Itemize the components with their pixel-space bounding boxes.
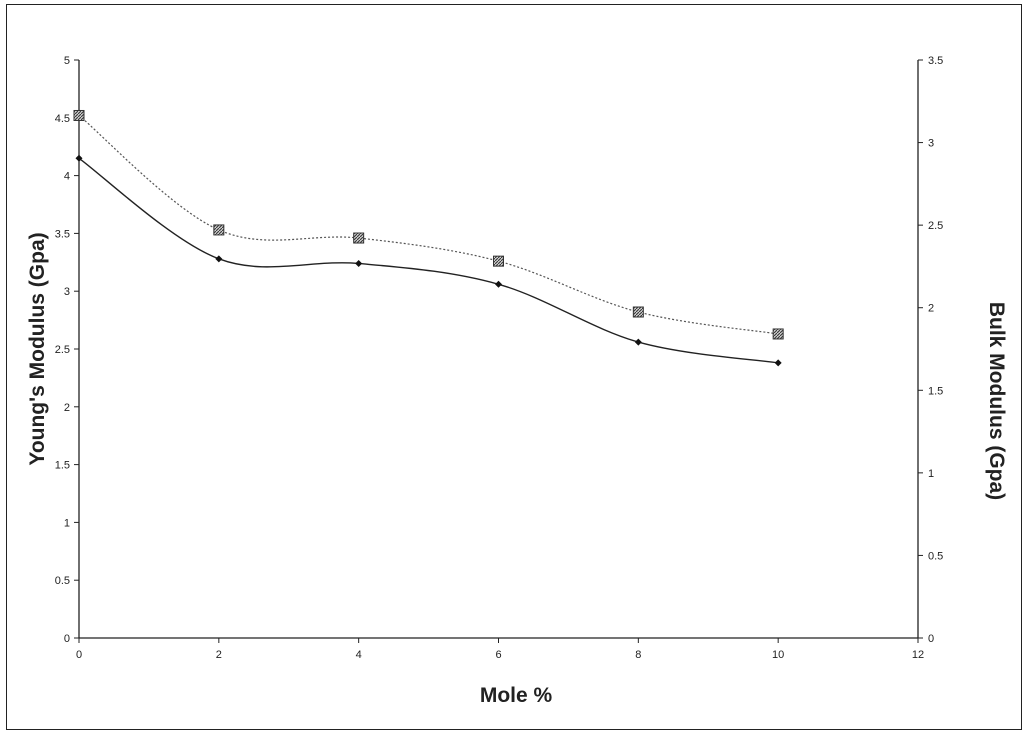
y-tick-label: 5 [64, 55, 70, 67]
y-tick-label: 4.5 [55, 113, 70, 125]
y-tick-label: 3.5 [55, 228, 70, 240]
data-point [493, 255, 504, 267]
y2-tick-label: 1.5 [928, 385, 943, 397]
y-tick-label: 1.5 [55, 460, 70, 472]
chart-frame [6, 4, 1022, 730]
series-1 [75, 154, 782, 367]
data-point [772, 328, 784, 340]
y2-tick-label: 2 [928, 303, 934, 315]
series-line [78, 115, 779, 335]
series-line [78, 157, 779, 364]
data-point [634, 338, 642, 346]
y-tick-label: 3 [64, 286, 70, 298]
y2-tick-label: 0 [928, 633, 934, 645]
data-point [632, 306, 644, 318]
x-tick-label: 10 [772, 649, 784, 661]
data-point [774, 359, 782, 367]
series-2 [73, 109, 784, 340]
data-point [75, 154, 83, 162]
y2-tick-label: 1 [928, 468, 934, 480]
data-point [215, 255, 223, 263]
x-tick-label: 6 [495, 649, 501, 661]
y-tick-label: 2.5 [55, 344, 70, 356]
y-tick-label: 4 [64, 171, 70, 183]
x-tick-label: 8 [635, 649, 641, 661]
y2-tick-label: 3 [928, 138, 934, 150]
x-tick-label: 12 [912, 649, 924, 661]
data-point [355, 259, 363, 267]
y2-tick-label: 2.5 [928, 220, 943, 232]
y-tick-label: 2 [64, 402, 70, 414]
data-point [495, 280, 502, 288]
y-axis-title: Young's Modulus (Gpa) [26, 232, 49, 465]
x-tick-label: 0 [76, 649, 82, 661]
y2-tick-label: 3.5 [928, 55, 943, 67]
x-axis-title: Mole % [480, 684, 553, 707]
y2-tick-label: 0.5 [928, 550, 943, 562]
data-point [353, 232, 365, 244]
data-point [213, 224, 225, 236]
y-tick-label: 1 [64, 517, 70, 529]
x-tick-label: 4 [356, 649, 362, 661]
y-tick-label: 0.5 [55, 575, 70, 587]
y-tick-label: 0 [64, 633, 70, 645]
x-tick-label: 2 [216, 649, 222, 661]
data-point [73, 109, 85, 121]
axes: 0 2 4 6 8 10 12 0 0.5 1 1.5 2 2.5 3 3.5 4 4.5 5 0 0.5 1 1.5 2 2… [55, 55, 944, 661]
series-layer [73, 109, 784, 367]
y2-axis-title: Bulk Modulus (Gpa) [985, 302, 1008, 500]
